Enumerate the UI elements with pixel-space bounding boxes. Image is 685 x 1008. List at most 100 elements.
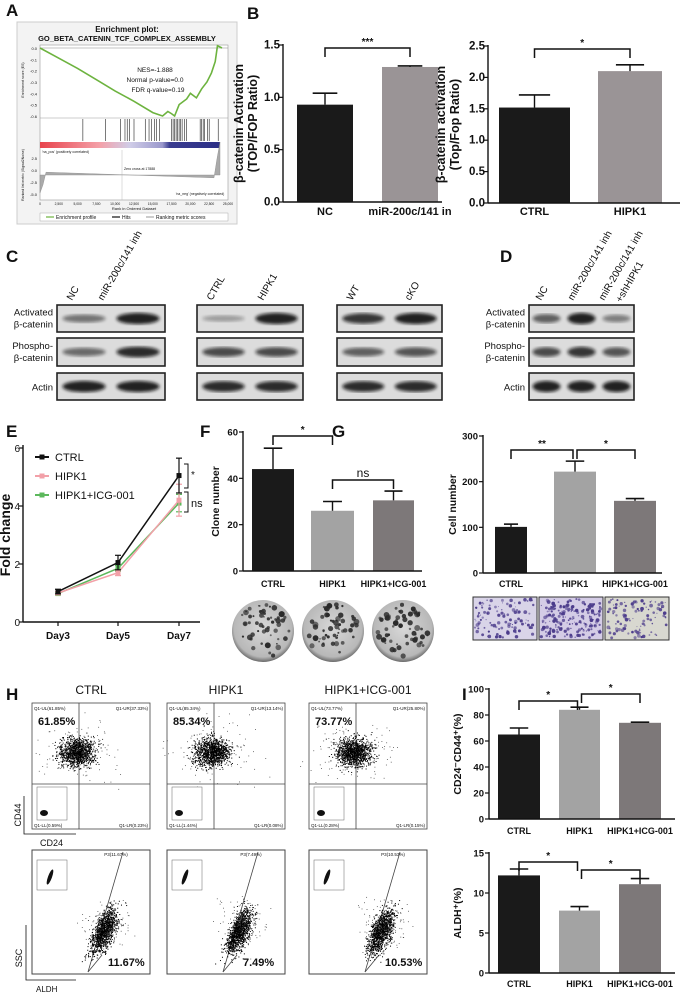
cell [523,610,528,615]
event [225,758,227,760]
event [208,768,210,770]
event [226,762,228,764]
event [222,747,224,749]
event [81,757,83,759]
cell [608,607,612,611]
event [100,936,102,938]
event [82,740,84,742]
event [104,915,106,917]
event [80,750,82,752]
event [71,761,73,763]
event [94,751,96,753]
event [202,765,204,767]
cell [500,626,504,630]
event [101,750,103,752]
event [75,749,77,751]
y-tick-label: 0 [14,618,20,629]
colony [351,635,355,639]
event [217,753,219,755]
event [72,768,74,770]
event [73,751,75,753]
event [82,739,84,741]
colony [334,624,340,630]
quadrant-lr: Q1-LR(0.23%) [119,823,149,828]
cell [532,603,535,607]
event [84,761,86,763]
significance-label: * [546,851,550,862]
event [111,914,113,916]
colony-dish-image [232,600,294,662]
event [218,746,220,748]
event [88,768,90,770]
event [60,750,62,752]
event [79,757,81,759]
event [89,741,91,743]
event [74,743,76,745]
event [104,918,106,920]
event [73,743,75,745]
event [221,746,223,748]
event [64,750,66,752]
event [254,927,256,929]
event [195,760,197,762]
event [100,930,102,932]
cell [583,603,587,606]
event [196,734,198,736]
event [225,950,227,952]
event [102,922,104,924]
event [114,938,115,940]
event [247,939,249,941]
event [63,752,65,754]
cell [649,618,653,622]
event [210,751,212,752]
event [101,929,103,931]
event [225,754,227,756]
cell [486,611,490,615]
cell [632,600,637,604]
event [114,914,116,916]
band [62,380,106,393]
event [99,919,101,921]
event [98,930,100,932]
colony [326,635,330,639]
cell [498,634,502,639]
event [86,758,88,760]
cell [515,608,519,612]
event [197,751,198,753]
event [216,748,218,750]
event [71,760,73,762]
event [70,735,72,737]
event [88,938,90,940]
event [82,744,84,746]
event [92,934,94,936]
event [102,941,104,943]
event [109,942,111,944]
event [112,931,114,933]
cell [588,636,591,639]
event [75,748,77,750]
event [205,765,207,766]
event [223,754,225,756]
event [216,740,218,742]
event [95,934,97,936]
panel-label-i: I [462,685,467,704]
band [532,380,561,393]
event [57,746,59,747]
event [76,746,78,748]
event [221,948,223,950]
event [105,916,107,918]
event [114,923,116,925]
event [91,756,93,758]
event [85,746,87,748]
event [69,752,71,754]
cell [588,628,590,630]
event [215,750,217,752]
event [102,924,104,926]
event [213,760,215,762]
event [92,959,94,961]
colony [280,618,286,623]
colony [250,632,255,637]
event [97,922,99,923]
event [227,730,228,732]
cell [474,618,476,620]
